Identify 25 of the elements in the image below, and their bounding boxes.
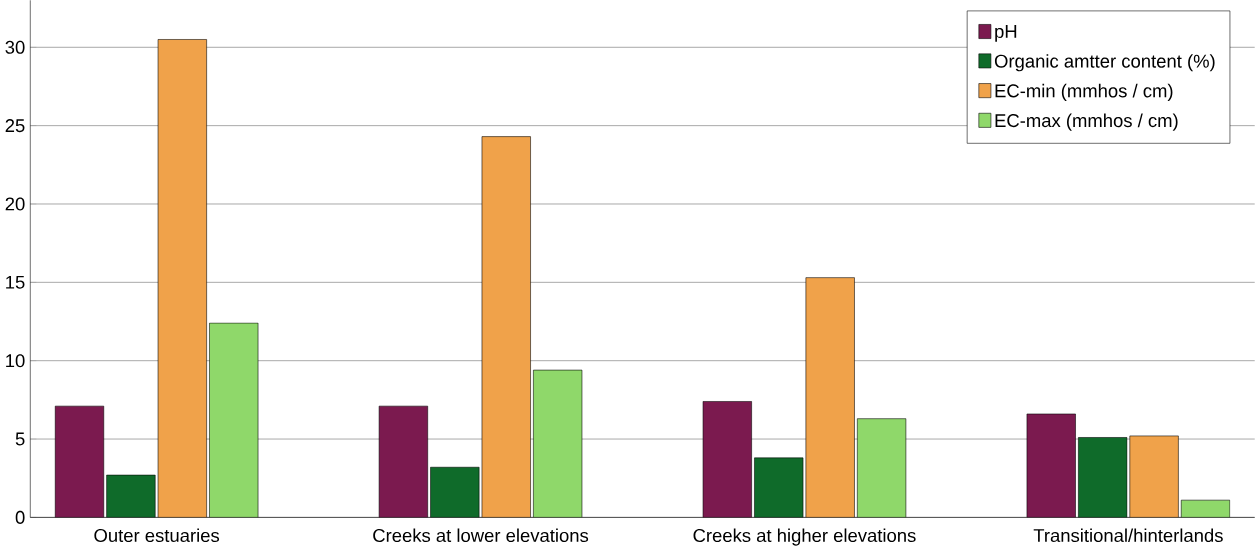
x-tick-label: Transitional/hinterlands — [1033, 528, 1223, 542]
y-tick-label: 30 — [5, 40, 25, 54]
y-tick-label: 25 — [5, 118, 25, 132]
bar — [533, 369, 583, 518]
x-tick-label: Creeks at lower elevations — [373, 528, 589, 542]
bar — [54, 405, 105, 518]
legend-label: pH — [995, 24, 1017, 42]
y-tick-label: 15 — [6, 275, 25, 289]
bar — [1078, 436, 1128, 518]
bar — [702, 400, 752, 518]
bar — [1180, 499, 1231, 518]
legend-label: EC-max (mmhos / cm) — [995, 113, 1178, 131]
y-tick-label: 5 — [15, 432, 25, 446]
legend-label: Organic amtter content (%) — [994, 53, 1215, 72]
bar — [857, 418, 907, 518]
y-tick-label: 0 — [15, 510, 25, 524]
bar — [209, 322, 259, 518]
x-tick-label: Creeks at higher elevations — [693, 528, 916, 546]
bar — [1026, 413, 1076, 518]
legend-label: EC-min (mmhos / cm) — [995, 83, 1173, 101]
x-tick-label: Outer estuaries — [94, 528, 220, 542]
bar — [1129, 435, 1179, 518]
bar — [378, 405, 428, 518]
y-tick-label: 10 — [6, 353, 25, 368]
y-tick-label: 20 — [5, 197, 25, 211]
